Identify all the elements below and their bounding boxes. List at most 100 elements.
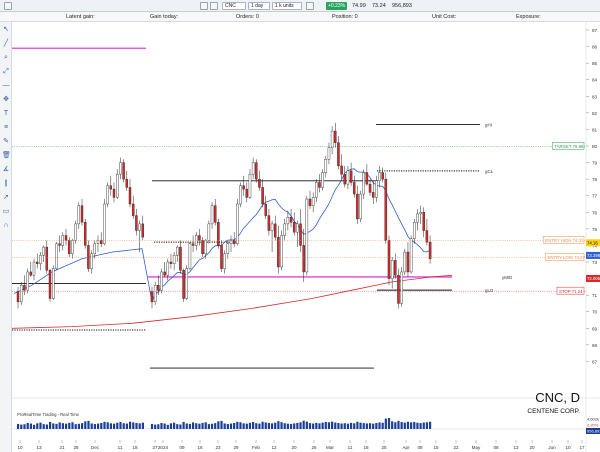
drawing-toolbar: ↖ ╱ ⌕ ⤢ ― ✥ T ≡ ✎ 🗑 ∡ ∥ ➚ ▭ ∩ xyxy=(0,22,12,452)
x-tick-label: 20 xyxy=(529,445,535,450)
candle-down xyxy=(255,162,258,180)
candle-down xyxy=(112,188,116,198)
volume-bar xyxy=(299,422,302,429)
x-tick-label: 27 xyxy=(152,445,158,450)
candle-down xyxy=(267,215,271,231)
x-tick-label: May xyxy=(472,445,481,450)
symbol-selector[interactable]: CNC xyxy=(222,2,246,10)
volume-bar xyxy=(87,420,90,429)
volume-bar xyxy=(198,423,201,429)
delete-tool-icon[interactable]: 🗑 xyxy=(2,152,11,159)
volume-bar xyxy=(116,422,119,429)
volume-bar xyxy=(293,423,296,429)
rect-tool-icon[interactable]: ▭ xyxy=(2,208,10,215)
fan-tool-icon[interactable]: ∡ xyxy=(2,166,10,173)
candles xyxy=(16,122,432,309)
text-tool-icon[interactable]: T xyxy=(3,110,9,117)
draw-icon[interactable] xyxy=(210,2,218,10)
volume-bar xyxy=(191,422,195,429)
volume-bar xyxy=(296,422,299,429)
orders-label: Orders: 0 xyxy=(236,14,259,20)
x-tick-label: 13 xyxy=(36,445,42,450)
candle-up xyxy=(119,162,122,175)
candle-down xyxy=(64,235,68,241)
volume-bar xyxy=(100,422,103,429)
volume-bar xyxy=(33,424,36,429)
x-tick-label: Apr xyxy=(402,445,410,450)
candle-up xyxy=(106,185,109,205)
volume-bar xyxy=(81,423,84,429)
volume-bar xyxy=(410,422,413,429)
y-tick-label: 82 xyxy=(592,111,598,116)
trade-level-label: STOP 71.24 xyxy=(559,289,583,294)
cursor-tool-icon[interactable]: ↖ xyxy=(3,26,9,33)
arrow-tool-icon[interactable]: ➚ xyxy=(3,194,9,201)
candle-down xyxy=(232,240,236,244)
volume-bar xyxy=(375,422,378,429)
trade-levels: TARGET 79.98 ENTRY HIGH 74.31 ENTRY LOW 73… xyxy=(12,142,586,295)
trend-tool-icon[interactable]: ⤢ xyxy=(3,68,9,75)
candle-down xyxy=(179,246,182,271)
volume-bar xyxy=(185,423,188,429)
volume-bar xyxy=(150,423,154,429)
zoom-tool-icon[interactable]: ⌕ xyxy=(4,54,8,61)
interval-selector[interactable]: 1 day xyxy=(248,2,270,10)
volume-bar xyxy=(65,423,68,429)
fib-tool-icon[interactable]: ≡ xyxy=(3,124,9,131)
volume-bar xyxy=(17,423,20,429)
candle-down xyxy=(45,246,48,271)
candle-down xyxy=(220,245,223,269)
volume-bar xyxy=(179,424,182,429)
candle-down xyxy=(135,215,138,231)
candle-down xyxy=(273,223,277,238)
x-tick-label: 20 xyxy=(291,445,297,450)
candle-down xyxy=(83,222,87,246)
volume-bar xyxy=(129,421,132,429)
channel-tool-icon[interactable]: ∥ xyxy=(4,180,8,187)
candle-up xyxy=(375,180,378,198)
volume-bar xyxy=(365,423,368,429)
settings-icon[interactable] xyxy=(306,2,314,10)
candle-down xyxy=(349,170,353,183)
volume-bar xyxy=(141,422,144,429)
candle-down xyxy=(122,162,125,180)
candle-down xyxy=(242,185,245,190)
candle-up xyxy=(160,271,163,291)
ymid-label: yMID xyxy=(502,275,512,280)
candle-down xyxy=(340,165,343,175)
brush-tool-icon[interactable]: ✎ xyxy=(3,138,9,145)
candle-up xyxy=(55,243,58,269)
line-tool-icon[interactable]: ╱ xyxy=(3,40,9,47)
candle-up xyxy=(390,260,394,279)
volume-bar xyxy=(210,423,214,429)
candle-down xyxy=(337,142,340,167)
volume-bar xyxy=(207,424,210,429)
candle-down xyxy=(109,185,113,190)
chart-type-icon[interactable] xyxy=(200,2,208,10)
price-chart[interactable]: 6768697071727374757677787980818283848586… xyxy=(11,22,600,452)
units-selector[interactable]: 1 k units xyxy=(272,2,302,10)
volume-bar xyxy=(318,423,321,429)
magnet-tool-icon[interactable]: ∩ xyxy=(3,222,9,229)
y-tick-label: 67 xyxy=(592,359,598,364)
candle-down xyxy=(397,275,400,304)
menu-icon[interactable] xyxy=(4,2,12,10)
volume-bar xyxy=(160,422,163,429)
x-tick-label: 18 xyxy=(363,445,369,450)
candle-down xyxy=(334,130,337,143)
candle-down xyxy=(157,285,160,291)
candle-down xyxy=(258,178,261,188)
volume-bar xyxy=(68,422,71,429)
move-tool-icon[interactable]: ✥ xyxy=(3,96,9,103)
hline-tool-icon[interactable]: ― xyxy=(2,82,10,89)
volume-bar xyxy=(26,422,29,429)
y-tick-label: 68 xyxy=(592,343,598,348)
candle-up xyxy=(416,213,419,223)
candle-up xyxy=(210,205,214,225)
price-tag-box xyxy=(586,251,600,259)
candle-up xyxy=(413,222,416,240)
candle-up xyxy=(362,172,365,195)
x-tick-label: 10 xyxy=(565,445,571,450)
volume-bar xyxy=(223,423,226,429)
